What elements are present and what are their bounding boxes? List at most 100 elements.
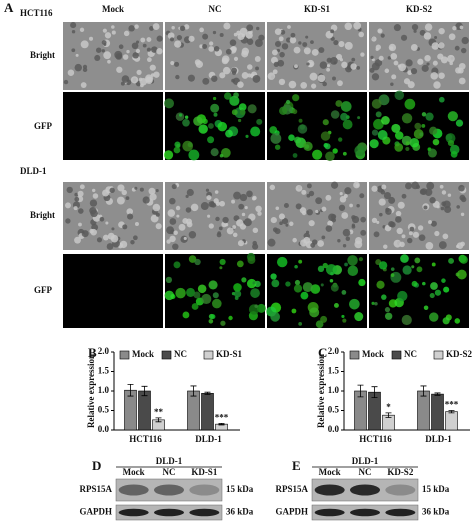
error-bar bbox=[155, 417, 162, 423]
y-tick-label: 1.5 bbox=[328, 366, 340, 376]
cell bbox=[80, 40, 89, 49]
cell bbox=[193, 116, 203, 126]
cell bbox=[183, 24, 190, 30]
cell bbox=[212, 292, 219, 299]
cell bbox=[153, 71, 160, 78]
cell bbox=[164, 98, 175, 109]
cell bbox=[267, 72, 276, 80]
cell bbox=[156, 35, 163, 42]
cell bbox=[317, 240, 325, 247]
cell bbox=[407, 237, 413, 244]
cell bbox=[121, 75, 130, 83]
cell bbox=[375, 111, 382, 118]
lane-label: KD-S2 bbox=[387, 467, 414, 477]
cell bbox=[320, 315, 328, 323]
cell bbox=[375, 47, 379, 52]
cell bbox=[308, 220, 315, 227]
cell bbox=[252, 75, 261, 83]
cell bbox=[173, 230, 178, 235]
cell bbox=[301, 189, 307, 195]
row-label: GFP bbox=[34, 285, 52, 295]
error-bar bbox=[204, 391, 211, 395]
cell bbox=[208, 280, 218, 290]
cell bbox=[388, 43, 397, 52]
cell bbox=[247, 278, 257, 289]
cell bbox=[417, 225, 424, 231]
cell bbox=[146, 47, 152, 52]
cell bbox=[432, 138, 440, 146]
band bbox=[350, 484, 380, 496]
cell bbox=[256, 26, 260, 31]
cell bbox=[274, 40, 282, 48]
cell bbox=[340, 101, 352, 112]
cell bbox=[67, 69, 75, 76]
cell bbox=[96, 237, 103, 243]
error-bar bbox=[127, 383, 134, 397]
cell bbox=[114, 50, 123, 59]
cell bbox=[238, 103, 247, 111]
micrograph bbox=[63, 254, 163, 328]
cell bbox=[120, 81, 125, 86]
cell bbox=[167, 209, 176, 217]
cell bbox=[371, 217, 378, 224]
cell bbox=[119, 240, 128, 249]
cell bbox=[460, 212, 465, 217]
cell bbox=[349, 203, 353, 208]
cell bbox=[139, 187, 144, 192]
cell bbox=[454, 318, 461, 324]
cell bbox=[131, 42, 139, 50]
bar bbox=[445, 411, 458, 431]
cell bbox=[233, 32, 238, 37]
cell bbox=[339, 58, 344, 62]
cell bbox=[233, 283, 242, 292]
cell bbox=[371, 301, 375, 305]
cell bbox=[321, 206, 327, 212]
cell bbox=[425, 242, 434, 250]
cell bbox=[388, 196, 396, 204]
cell bbox=[148, 187, 156, 195]
cell bbox=[171, 183, 177, 190]
cell bbox=[103, 51, 112, 60]
cell bbox=[371, 73, 380, 81]
cell bbox=[311, 48, 319, 56]
cell bbox=[136, 40, 140, 44]
cell bbox=[460, 196, 467, 203]
cell bbox=[409, 226, 415, 232]
cell bbox=[443, 286, 450, 293]
y-tick-label: 0.5 bbox=[328, 405, 340, 415]
cell bbox=[182, 311, 190, 319]
cell bbox=[187, 74, 195, 82]
error-bar bbox=[385, 412, 392, 418]
cell bbox=[155, 223, 162, 230]
cell bbox=[246, 38, 254, 45]
cell bbox=[267, 238, 276, 247]
cell bbox=[335, 100, 343, 107]
cell bbox=[77, 190, 84, 197]
cell bbox=[430, 220, 437, 227]
cell bbox=[339, 196, 347, 203]
cell bbox=[237, 118, 242, 123]
cell bbox=[237, 32, 245, 41]
cell bbox=[183, 236, 187, 241]
cell bbox=[271, 49, 278, 56]
cell bbox=[374, 302, 378, 306]
cell bbox=[169, 197, 176, 205]
cell bbox=[217, 121, 228, 132]
cell bbox=[439, 184, 444, 189]
band bbox=[118, 508, 149, 517]
cell bbox=[325, 264, 337, 275]
cell bbox=[400, 254, 409, 263]
cell bbox=[199, 27, 204, 33]
cell bbox=[294, 136, 302, 144]
cell bbox=[428, 220, 432, 225]
cell bbox=[127, 213, 134, 220]
cell bbox=[156, 48, 163, 55]
cell bbox=[429, 126, 438, 135]
cell bbox=[226, 227, 234, 235]
cell bbox=[252, 281, 256, 285]
cell bbox=[66, 186, 73, 194]
cell bbox=[450, 150, 458, 158]
cell bbox=[285, 223, 289, 227]
cell bbox=[216, 232, 222, 238]
cell bbox=[300, 81, 308, 89]
